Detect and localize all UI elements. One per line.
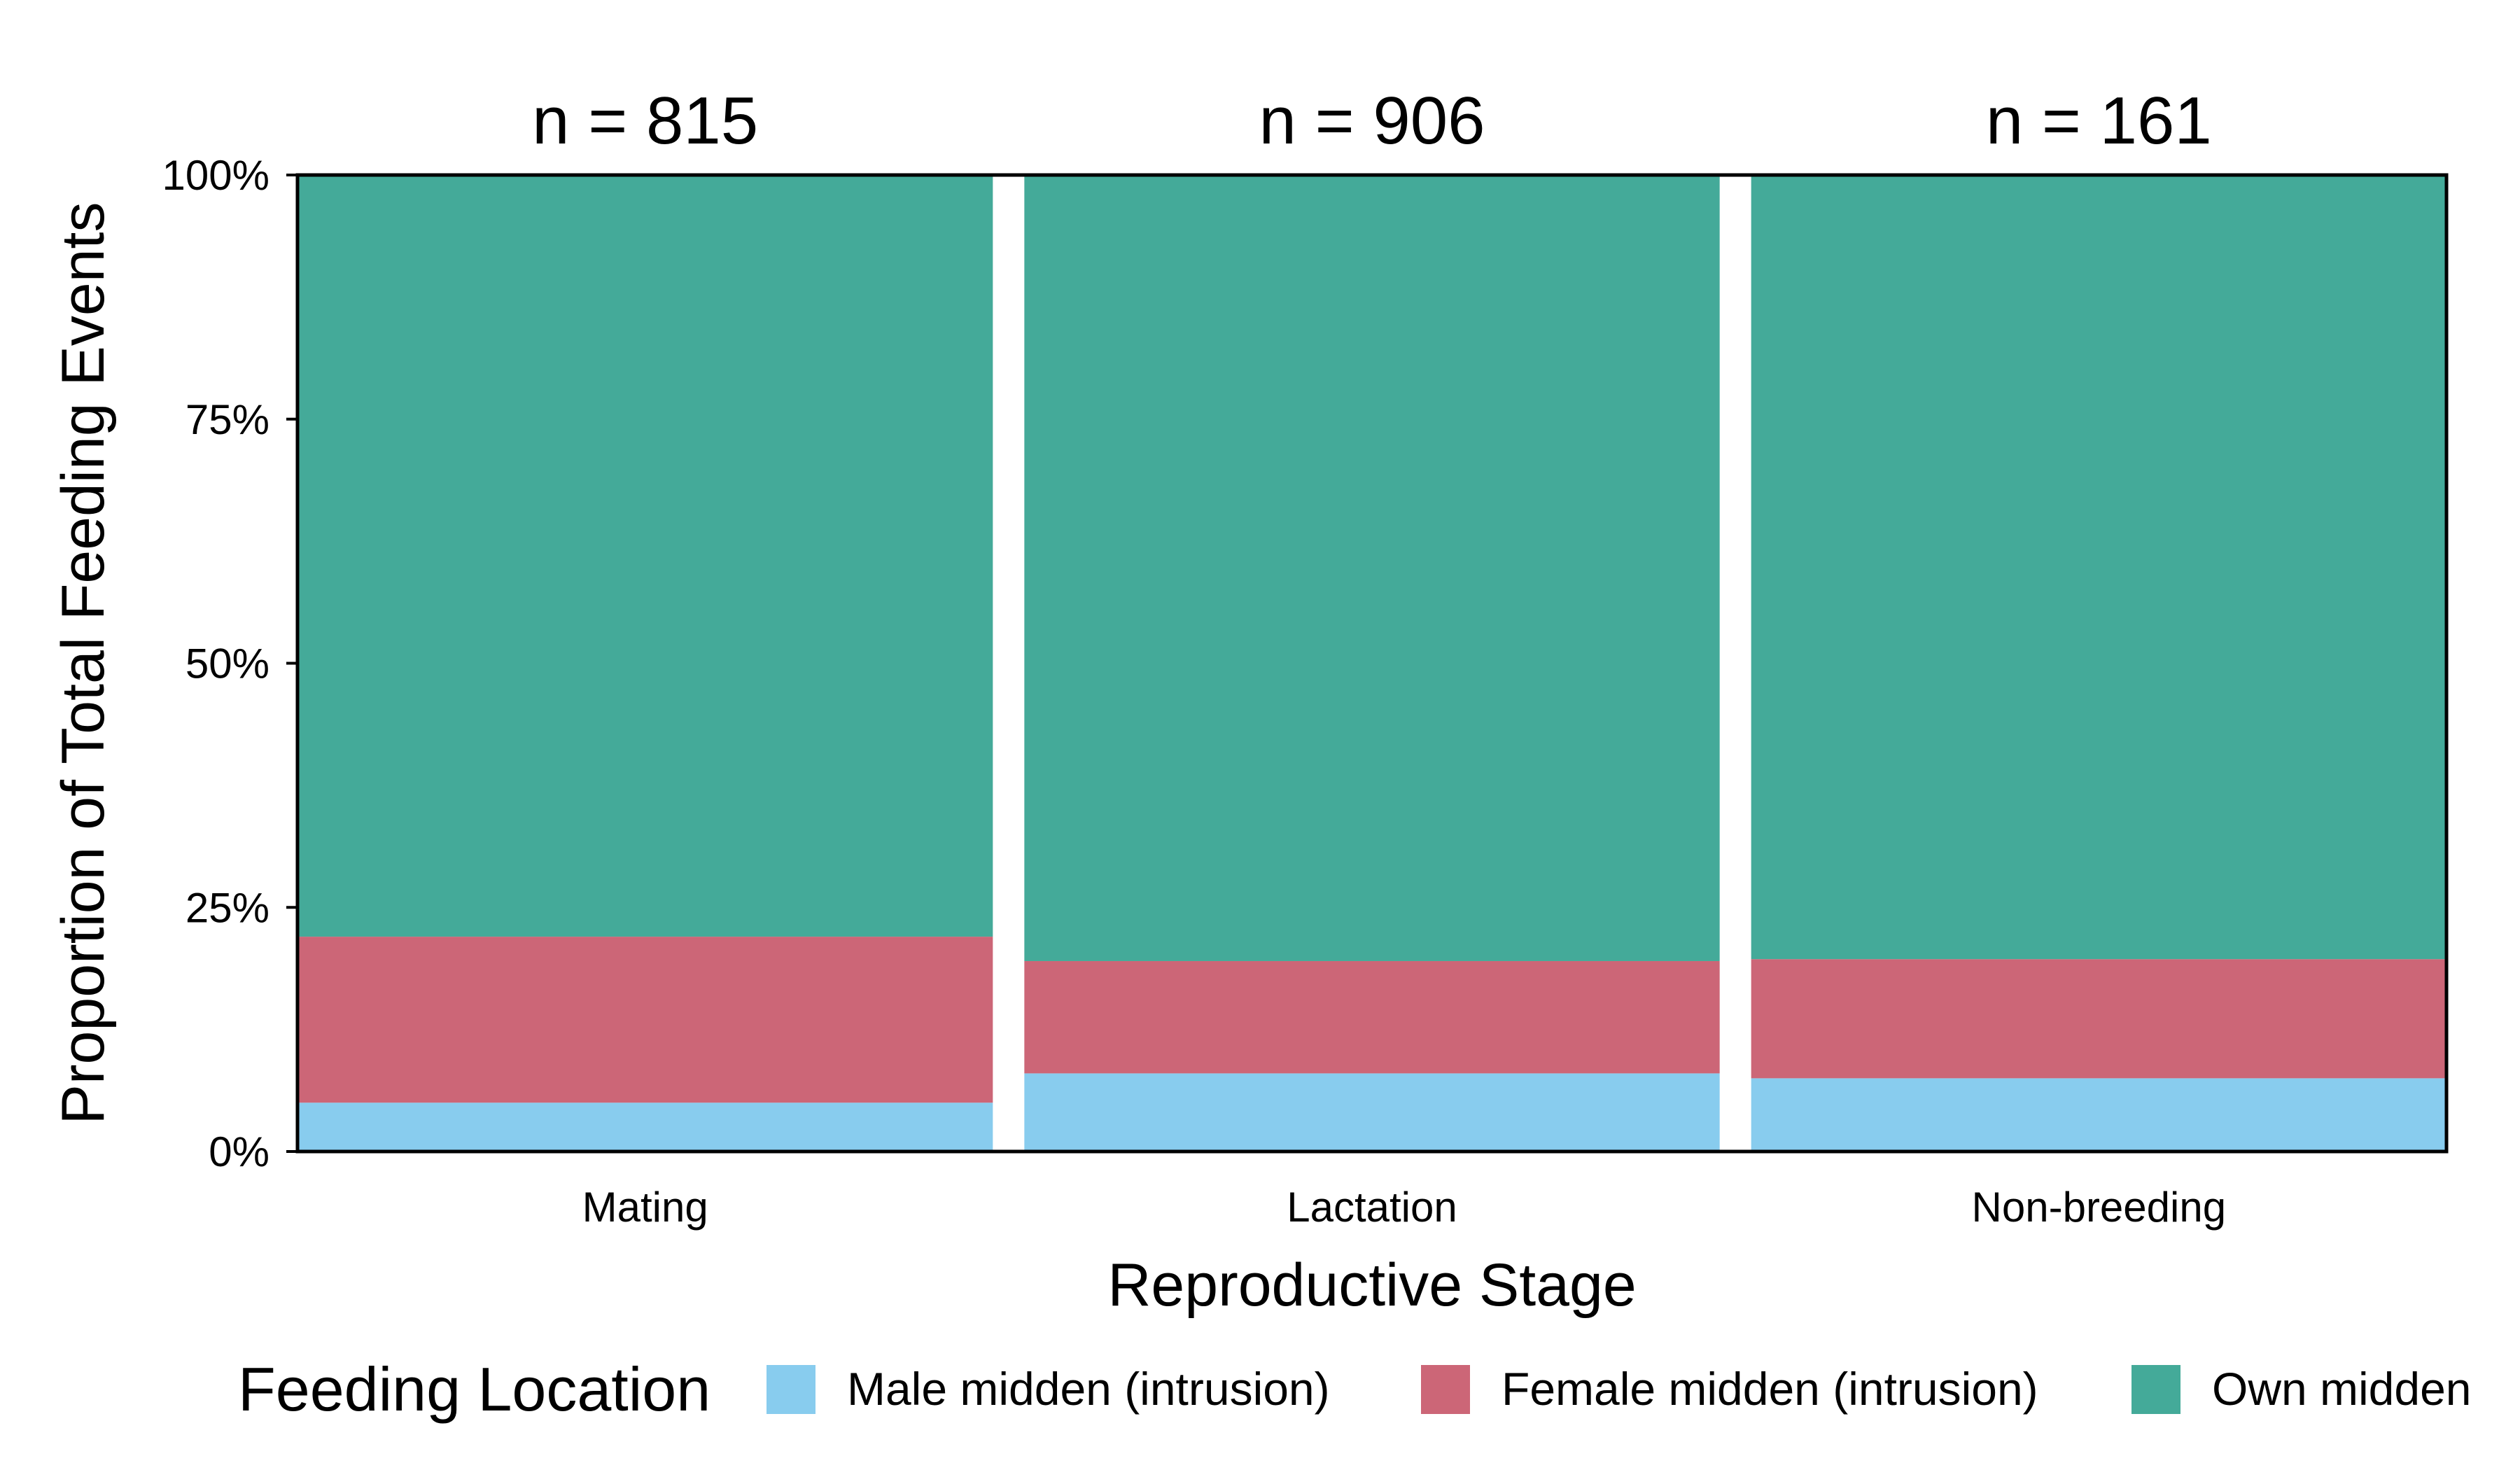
y-tick-label: 75%: [186, 396, 270, 443]
bars-layer: [298, 175, 2446, 1152]
y-tick-label: 50%: [186, 640, 270, 687]
legend: Feeding Location Male midden (intrusion)…: [238, 1354, 2472, 1424]
x-axis-title: Reproductive Stage: [1107, 1252, 1636, 1319]
sample-size-label: n = 906: [1259, 83, 1485, 158]
y-axis-title: Proportion of Total Feeding Events: [50, 202, 117, 1125]
bar-segment-non-breeding-1: [1751, 959, 2446, 1079]
sample-size-label: n = 815: [532, 83, 758, 158]
y-axis-ticks: 0% 25% 50% 75% 100%: [162, 152, 298, 1175]
legend-key: [766, 1365, 816, 1414]
x-tick-label: Lactation: [1287, 1184, 1457, 1231]
bar-segment-non-breeding-0: [1751, 1078, 2446, 1152]
bar-segment-non-breeding-2: [1751, 175, 2446, 960]
legend-label: Female midden (intrusion): [1502, 1363, 2038, 1415]
bar-segment-mating-2: [298, 175, 993, 937]
legend-key: [1421, 1365, 1470, 1414]
y-tick-label: 100%: [162, 152, 270, 199]
bar-segment-lactation-1: [1024, 960, 1720, 1074]
legend-label: Male midden (intrusion): [847, 1363, 1330, 1415]
legend-title: Feeding Location: [238, 1354, 710, 1424]
sample-size-label: n = 161: [1986, 83, 2212, 158]
y-tick-label: 25%: [186, 884, 270, 931]
bar-segment-mating-0: [298, 1102, 993, 1152]
x-axis-ticks: Mating Lactation Non-breeding: [582, 1184, 2227, 1231]
sample-size-labels: n = 815 n = 906 n = 161: [532, 83, 2212, 158]
y-tick-label: 0%: [209, 1128, 270, 1175]
bar-segment-lactation-2: [1024, 175, 1720, 961]
bar-segment-lactation-0: [1024, 1073, 1720, 1152]
x-tick-label: Mating: [582, 1184, 708, 1231]
bar-segment-mating-1: [298, 937, 993, 1103]
legend-key: [2132, 1365, 2180, 1414]
x-tick-label: Non-breeding: [1972, 1184, 2227, 1231]
legend-label: Own midden: [2212, 1363, 2472, 1415]
